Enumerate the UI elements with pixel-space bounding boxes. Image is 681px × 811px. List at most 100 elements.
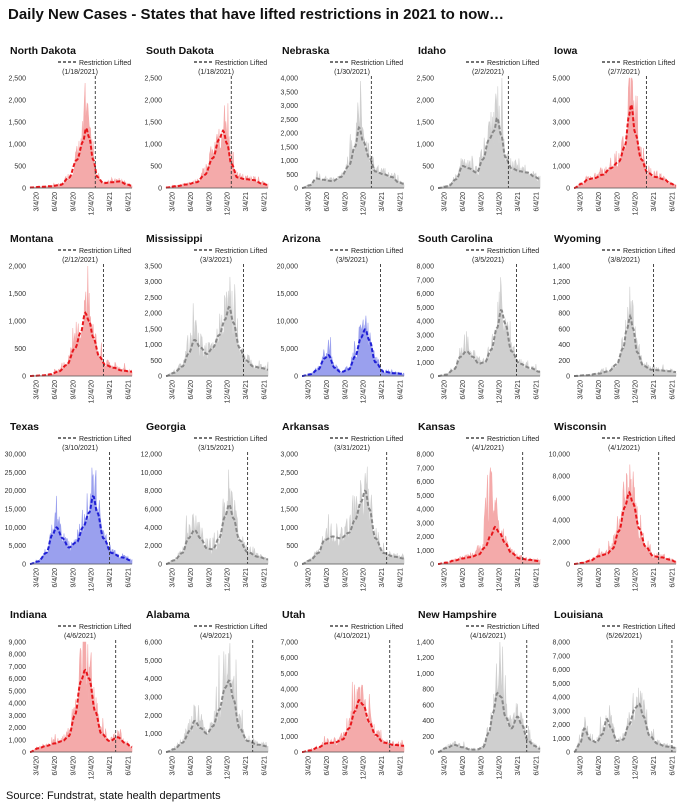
- x-tick-label: 6/4/21: [126, 192, 133, 212]
- daily-cases-area: [438, 77, 541, 189]
- y-tick-label: 1,500: [8, 120, 26, 127]
- chart-svg: Louisiana Restriction Lifted (5/26/2021) 0 1…: [552, 609, 676, 779]
- legend-label: Restriction Lifted: [351, 248, 403, 255]
- x-tick-label: 12/4/20: [497, 192, 504, 215]
- y-tick-label: 1,000: [416, 142, 434, 149]
- x-tick-label: 9/4/20: [206, 192, 213, 212]
- x-tick-label: 3/4/21: [379, 568, 386, 588]
- state-name: South Carolina: [418, 233, 493, 245]
- y-tick-label: 2,500: [8, 76, 26, 83]
- chart-panel: Utah Restriction Lifted (4/10/2021) 0 1,000 2…: [272, 602, 408, 790]
- y-tick-label: 7,000: [8, 664, 26, 671]
- legend-label: Restriction Lifted: [487, 436, 539, 443]
- state-name: Idaho: [418, 45, 446, 57]
- chart-panel: Mississippi Restriction Lifted (3/3/2021) 0…: [136, 226, 272, 414]
- y-tick-label: 6,000: [8, 676, 26, 683]
- y-tick-label: 2,000: [8, 725, 26, 732]
- x-tick-label: 12/4/20: [89, 756, 96, 779]
- legend-label: Restriction Lifted: [351, 60, 403, 67]
- chart-svg: South Carolina Restriction Lifted (3/5/202…: [416, 233, 541, 403]
- y-tick-label: 500: [286, 543, 298, 550]
- lift-date-label: (1/18/2021): [62, 69, 98, 76]
- y-tick-label: 1,000: [552, 164, 570, 171]
- x-tick-label: 12/4/20: [497, 756, 504, 779]
- x-tick-label: 3/4/21: [379, 380, 386, 400]
- chart-panel: Indiana Restriction Lifted (4/6/2021) 0 1,00…: [0, 602, 136, 790]
- legend-label: Restriction Lifted: [79, 60, 131, 67]
- chart-svg: Georgia Restriction Lifted (3/15/2021) 0 2,0…: [141, 421, 269, 591]
- x-tick-label: 3/4/20: [442, 380, 449, 400]
- y-tick-label: 500: [422, 164, 434, 171]
- y-tick-label: 0: [294, 562, 298, 569]
- y-tick-label: 6,000: [552, 496, 570, 503]
- x-tick-label: 6/4/21: [262, 380, 269, 400]
- x-tick-label: 3/4/20: [170, 192, 177, 212]
- x-tick-label: 3/4/20: [306, 380, 313, 400]
- y-tick-label: 1,200: [552, 279, 570, 286]
- y-tick-label: 2,000: [8, 98, 26, 105]
- x-tick-label: 9/4/20: [70, 568, 77, 588]
- chart-svg: Alabama Restriction Lifted (4/9/2021) 0 1,00…: [144, 609, 268, 779]
- lift-date-label: (3/10/2021): [62, 445, 98, 452]
- y-tick-label: 20,000: [277, 264, 299, 271]
- y-tick-label: 1,500: [144, 326, 162, 333]
- daily-cases-area: [29, 641, 133, 753]
- y-tick-label: 2,000: [280, 131, 298, 138]
- chart-panel: Louisiana Restriction Lifted (5/26/2021) 0 1…: [544, 602, 680, 790]
- x-tick-label: 3/4/21: [651, 380, 658, 400]
- x-tick-label: 6/4/21: [534, 192, 541, 212]
- x-tick-label: 9/4/20: [342, 756, 349, 776]
- y-tick-label: 3,500: [144, 264, 162, 271]
- y-tick-label: 10,000: [141, 470, 163, 477]
- legend-label: Restriction Lifted: [623, 248, 675, 255]
- x-tick-label: 3/4/21: [651, 192, 658, 212]
- x-tick-label: 9/4/20: [614, 756, 621, 776]
- chart-panel: Nebraska Restriction Lifted (1/30/2021) 0 50…: [272, 38, 408, 226]
- x-tick-label: 6/4/21: [534, 568, 541, 588]
- y-tick-label: 2,000: [144, 311, 162, 318]
- moving-average-line: [573, 702, 676, 753]
- x-tick-label: 6/4/21: [398, 756, 405, 776]
- state-name: Alabama: [146, 609, 190, 621]
- x-tick-label: 3/4/20: [306, 192, 313, 212]
- moving-average-line: [438, 116, 541, 189]
- y-tick-label: 2,000: [552, 722, 570, 729]
- y-tick-label: 4,000: [280, 76, 298, 83]
- x-tick-label: 12/4/20: [497, 568, 504, 591]
- chart-panel: South Carolina Restriction Lifted (3/5/202…: [408, 226, 544, 414]
- x-tick-label: 3/4/21: [107, 192, 114, 212]
- x-tick-label: 6/4/20: [460, 380, 467, 400]
- x-tick-label: 6/4/21: [126, 380, 133, 400]
- y-tick-label: 2,500: [416, 76, 434, 83]
- x-tick-label: 6/4/20: [188, 756, 195, 776]
- x-tick-label: 12/4/20: [89, 568, 96, 591]
- y-tick-label: 5,000: [280, 671, 298, 678]
- chart-panel: Arkansas Restriction Lifted (3/31/2021) 0 50…: [272, 414, 408, 602]
- x-tick-label: 3/4/21: [243, 756, 250, 776]
- state-name: Arizona: [282, 233, 321, 245]
- daily-cases-area: [438, 277, 541, 377]
- x-tick-label: 9/4/20: [70, 380, 77, 400]
- x-tick-label: 12/4/20: [497, 380, 504, 403]
- y-tick-label: 1,000: [416, 548, 434, 555]
- daily-cases-area: [165, 276, 269, 377]
- y-tick-label: 1,500: [280, 144, 298, 151]
- y-tick-label: 2,000: [280, 488, 298, 495]
- x-tick-label: 9/4/20: [206, 568, 213, 588]
- lift-date-label: (1/30/2021): [334, 69, 370, 76]
- x-tick-label: 6/4/21: [262, 192, 269, 212]
- y-tick-label: 2,000: [552, 142, 570, 149]
- daily-cases-area: [30, 467, 133, 565]
- lift-date-label: (5/26/2021): [606, 633, 642, 640]
- y-tick-label: 5,000: [8, 688, 26, 695]
- y-tick-label: 8,000: [8, 652, 26, 659]
- y-tick-label: 2,000: [416, 346, 434, 353]
- x-tick-label: 3/4/20: [442, 192, 449, 212]
- daily-cases-area: [438, 467, 541, 565]
- lift-date-label: (3/31/2021): [334, 445, 370, 452]
- x-tick-label: 6/4/20: [52, 192, 59, 212]
- moving-average-line: [573, 101, 677, 189]
- legend-label: Restriction Lifted: [487, 248, 539, 255]
- y-tick-label: 1,000: [144, 731, 162, 738]
- state-name: New Hampshire: [418, 609, 497, 621]
